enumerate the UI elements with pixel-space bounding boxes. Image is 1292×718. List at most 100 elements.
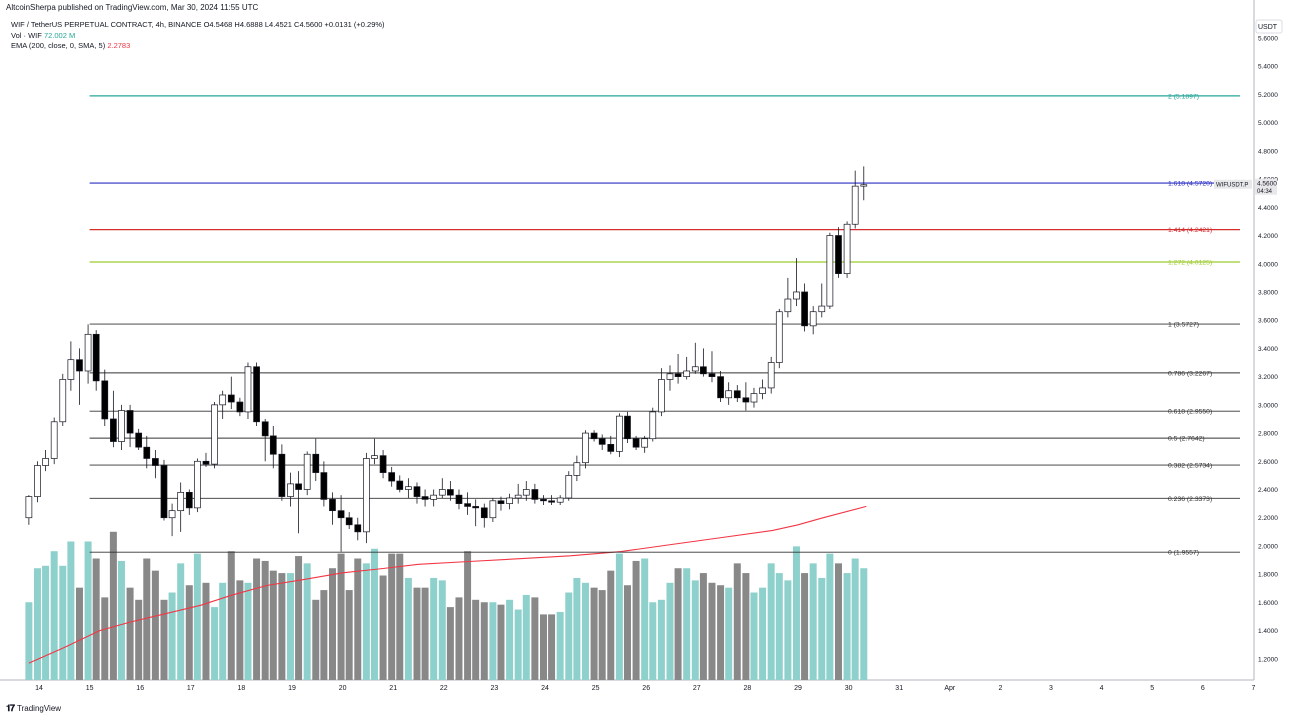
candle-body bbox=[658, 379, 665, 413]
candle bbox=[160, 459, 168, 521]
candle bbox=[143, 435, 151, 469]
volume-bar bbox=[717, 585, 725, 680]
time-axis[interactable]: 14 15 16 17 18 19 20 21 22 23 24 25 26 27 28 29 30 31 Apr 2… bbox=[35, 685, 1255, 692]
candle-body bbox=[607, 444, 615, 452]
symbol-title[interactable]: WIF / TetherUS PERPETUAL CONTRACT, 4h, B… bbox=[11, 20, 202, 29]
volume-bar bbox=[236, 580, 244, 680]
fib-level-label: 1 (3.5727) bbox=[1168, 322, 1199, 329]
volume-bar bbox=[641, 558, 649, 680]
volume-bar bbox=[531, 597, 539, 680]
volume-bar bbox=[413, 587, 421, 680]
candle-body bbox=[624, 415, 631, 440]
candle-body bbox=[775, 311, 783, 363]
candle bbox=[632, 435, 640, 451]
candle-body bbox=[708, 373, 716, 377]
candle-body bbox=[649, 411, 657, 440]
candle-body bbox=[472, 506, 480, 509]
volume-bar bbox=[674, 568, 682, 680]
candle-body bbox=[480, 507, 488, 519]
candle bbox=[135, 428, 143, 451]
candle bbox=[92, 330, 100, 391]
time-tick-label: 15 bbox=[86, 685, 94, 692]
price-axis[interactable]: USDT5.60005.40005.20005.00004.80004.6000… bbox=[1214, 19, 1283, 663]
volume-bar bbox=[388, 553, 396, 680]
candle bbox=[278, 444, 286, 501]
candle bbox=[809, 306, 817, 335]
candle bbox=[295, 471, 302, 534]
candle-body bbox=[506, 497, 513, 504]
price-tick-label: 1.8000 bbox=[1258, 572, 1278, 579]
volume-bar bbox=[84, 541, 92, 680]
candle-body bbox=[767, 362, 775, 389]
volume-bar bbox=[168, 592, 176, 680]
volume-bar bbox=[860, 568, 868, 680]
volume-bar bbox=[269, 570, 277, 680]
candles bbox=[25, 166, 868, 552]
candle-body bbox=[447, 489, 454, 496]
candle bbox=[118, 404, 125, 451]
volume-bar bbox=[649, 602, 657, 680]
candle-body bbox=[118, 410, 125, 442]
price-tick-label: 2.4000 bbox=[1258, 487, 1278, 494]
price-tick-label: 3.2000 bbox=[1258, 374, 1278, 381]
volume-bar bbox=[573, 577, 581, 680]
candle-body bbox=[421, 496, 429, 500]
candle bbox=[236, 397, 244, 417]
candle-body bbox=[354, 524, 362, 533]
fib-level-label: 2 (5.1897) bbox=[1168, 93, 1199, 100]
fib-level-label: 1.272 (4.0125) bbox=[1168, 259, 1212, 266]
candle-body bbox=[110, 418, 117, 442]
fib-level-label: 0.786 (3.2267) bbox=[1168, 370, 1212, 377]
volume-bar bbox=[261, 560, 269, 680]
volume-bar bbox=[219, 582, 227, 680]
candle bbox=[177, 482, 185, 532]
fib-level-label: 1.414 (4.2421) bbox=[1168, 227, 1212, 234]
candle-body bbox=[540, 499, 547, 502]
volume-bar bbox=[101, 597, 109, 680]
candle bbox=[345, 512, 353, 530]
fib-level-label: 1.618 (4.5720) bbox=[1168, 181, 1212, 188]
candle-body bbox=[826, 235, 834, 307]
volume-bar bbox=[742, 573, 750, 680]
candle bbox=[312, 438, 320, 482]
candle bbox=[227, 376, 235, 410]
ohlc-values: O4.5468 H4.6888 L4.4521 C4.5600 +0.0131 … bbox=[203, 20, 385, 29]
ema-label: EMA (200, close, 0, SMA, 5) bbox=[11, 41, 106, 50]
candle bbox=[67, 341, 75, 391]
candle-body bbox=[84, 333, 92, 372]
candle bbox=[253, 362, 260, 427]
fib-levels[interactable]: 2 (5.1897) 1.618 (4.5720) 1.414 (4.2421) 1.… bbox=[89, 93, 1240, 557]
candle-body bbox=[809, 311, 817, 327]
candle-body bbox=[405, 486, 412, 490]
candle-body bbox=[303, 453, 311, 490]
candle bbox=[565, 471, 573, 501]
candle-body bbox=[531, 489, 539, 500]
currency-box bbox=[1255, 19, 1283, 34]
ema-legend[interactable]: EMA (200, close, 0, SMA, 5) 2.2783 bbox=[11, 41, 385, 52]
time-tick-label: 4 bbox=[1100, 685, 1104, 692]
volume-bar bbox=[253, 558, 261, 680]
candle-body bbox=[177, 491, 185, 512]
candle-body bbox=[295, 483, 302, 490]
price-tick-label: 4.4000 bbox=[1258, 205, 1278, 212]
candle-body bbox=[565, 475, 573, 499]
candle-body bbox=[616, 415, 623, 452]
candle bbox=[556, 495, 564, 506]
volume-bar bbox=[193, 553, 201, 680]
volume-label: Vol · WIF bbox=[11, 30, 42, 40]
candle bbox=[185, 489, 193, 515]
volume-bar bbox=[370, 548, 378, 680]
volume-bar bbox=[809, 563, 817, 680]
symbol-line: WIF / TetherUS PERPETUAL CONTRACT, 4h, B… bbox=[11, 20, 385, 31]
candle-body bbox=[514, 494, 522, 499]
candle bbox=[497, 496, 505, 511]
candle bbox=[548, 495, 555, 506]
currency-label: USDT bbox=[1258, 24, 1278, 31]
time-tick-label: 28 bbox=[744, 685, 752, 692]
candle-body bbox=[666, 373, 674, 380]
candle-body bbox=[329, 499, 336, 512]
time-tick-label: 7 bbox=[1251, 685, 1255, 692]
candle-body bbox=[261, 421, 269, 437]
volume-legend[interactable]: Vol · WIF 72.002 M bbox=[11, 31, 385, 42]
